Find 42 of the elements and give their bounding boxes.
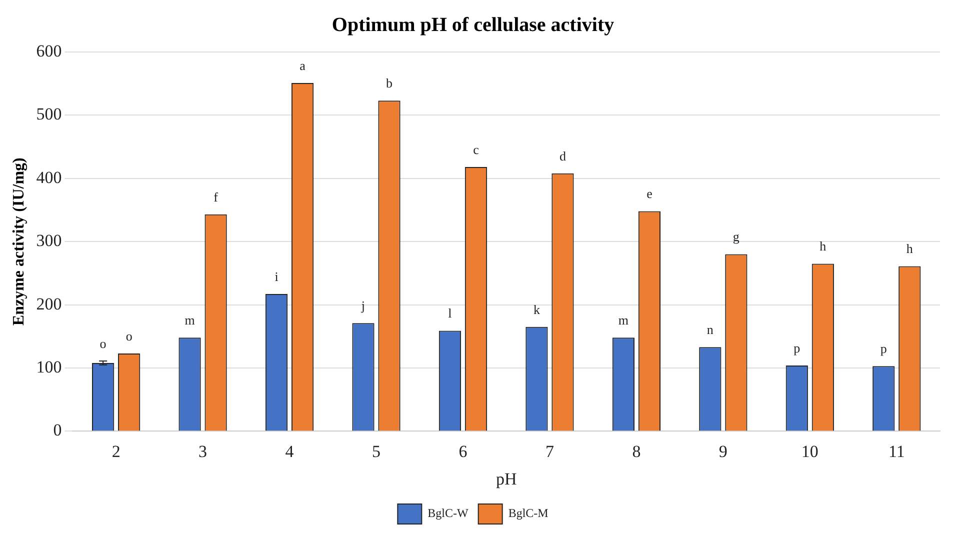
- data-label: f: [214, 189, 219, 204]
- y-tick-label: 0: [53, 420, 62, 440]
- x-tick-label: 11: [888, 442, 905, 461]
- y-tick-label: 600: [36, 41, 62, 60]
- y-tick-label: 300: [36, 231, 62, 250]
- x-tick-label: 9: [718, 442, 728, 461]
- x-tick-label: 2: [112, 442, 120, 461]
- x-tick-label: 8: [632, 442, 641, 461]
- legend-label: BglC-M: [508, 506, 549, 520]
- x-tick-label: 10: [801, 442, 818, 461]
- y-tick-label: 400: [36, 168, 62, 187]
- y-axis-title: Enzyme activity (IU/mg): [10, 158, 28, 326]
- data-label: j: [360, 298, 366, 314]
- data-label: i: [274, 268, 279, 284]
- data-label: n: [706, 322, 714, 338]
- y-tick-label: 500: [36, 104, 62, 124]
- data-label: l: [448, 306, 452, 321]
- data-label: o: [100, 336, 106, 351]
- x-tick-label: 3: [198, 442, 208, 461]
- y-tick-label: 200: [36, 294, 62, 314]
- data-label: m: [618, 312, 628, 328]
- data-label: h: [820, 238, 827, 254]
- data-label: d: [559, 148, 566, 164]
- x-tick-label: 7: [545, 442, 554, 461]
- data-label: o: [126, 328, 132, 344]
- x-axis-title: pH: [496, 469, 517, 488]
- legend-label: BglC-W: [428, 506, 469, 520]
- x-tick-label: 5: [372, 442, 381, 461]
- data-label: h: [906, 241, 914, 256]
- data-label: m: [184, 312, 195, 328]
- data-label: k: [533, 302, 540, 317]
- data-label: p: [794, 340, 800, 356]
- data-label: b: [386, 76, 393, 91]
- x-tick-label: 4: [285, 442, 294, 461]
- data-label: a: [300, 58, 306, 73]
- data-label: p: [880, 341, 887, 356]
- data-label: e: [646, 186, 653, 202]
- data-label: g: [732, 229, 740, 244]
- y-tick-label: 100: [36, 357, 62, 376]
- chart-title: Optimum pH of cellulase activity: [332, 14, 614, 36]
- x-tick-label: 6: [458, 442, 468, 461]
- data-label: c: [473, 142, 480, 157]
